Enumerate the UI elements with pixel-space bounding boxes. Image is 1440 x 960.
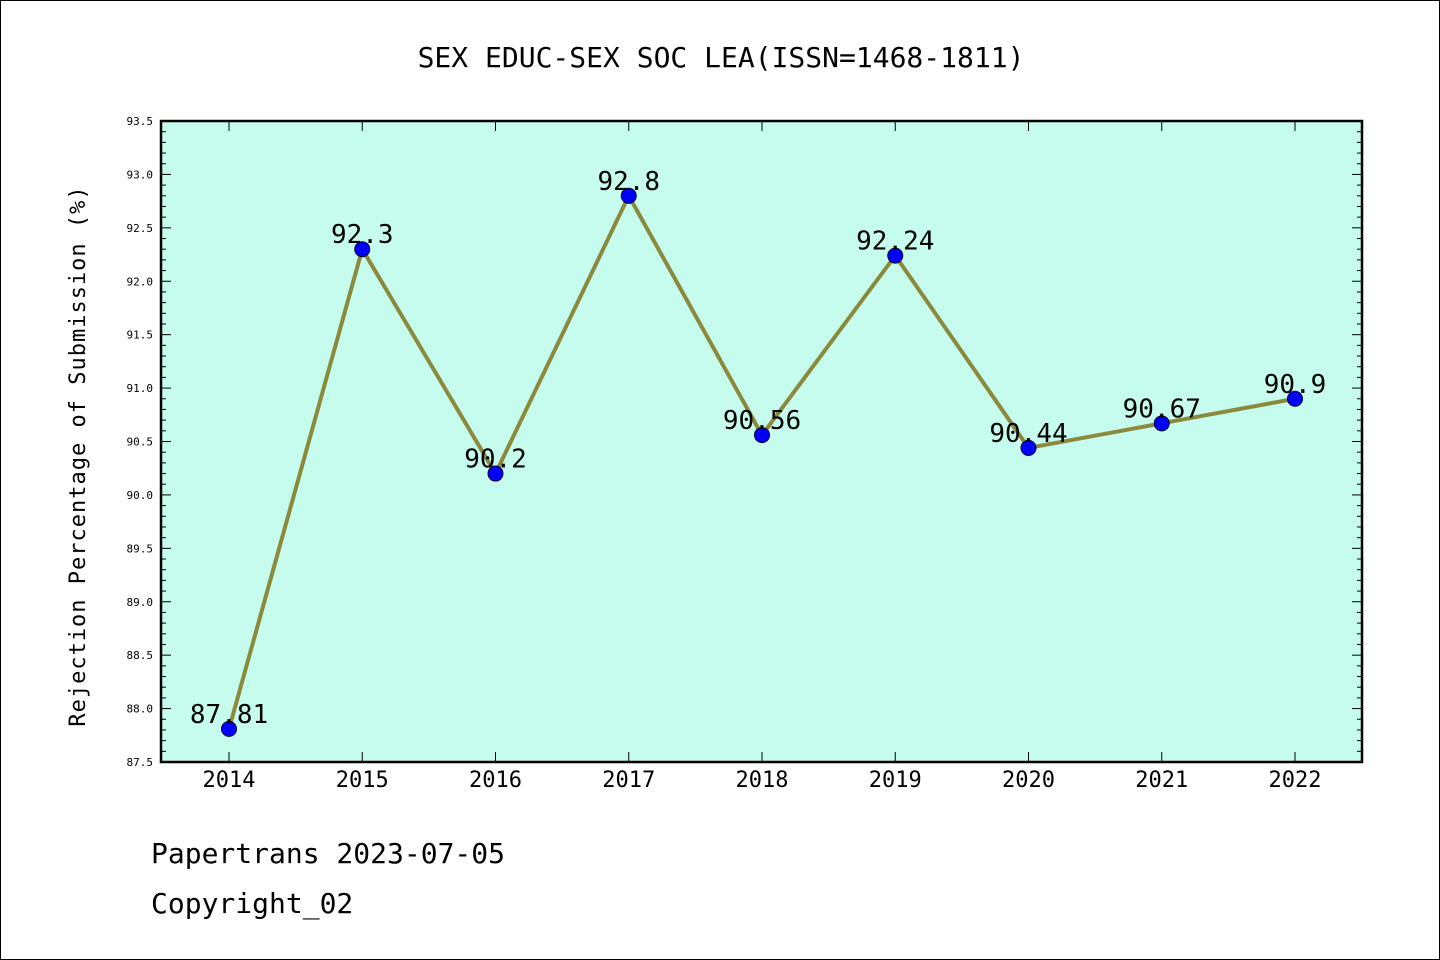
data-label: 90.2 — [464, 445, 527, 475]
data-label: 90.9 — [1264, 370, 1327, 400]
y-tick-label: 93.0 — [127, 168, 154, 181]
y-tick-label: 87.5 — [127, 756, 154, 769]
plot-border — [159, 119, 1364, 764]
x-tick-label: 2015 — [336, 768, 389, 793]
data-point — [1287, 390, 1303, 407]
data-point — [354, 241, 371, 258]
data-label: 87.81 — [190, 700, 268, 730]
data-point — [1020, 439, 1037, 456]
x-tick-label: 2021 — [1135, 768, 1188, 793]
data-point — [754, 427, 770, 444]
y-tick-label: 89.5 — [127, 542, 154, 555]
x-tick-label: 2022 — [1269, 768, 1322, 793]
x-tick-label: 2019 — [869, 768, 922, 793]
data-label: 90.56 — [723, 406, 801, 436]
x-tick-label: 2018 — [736, 768, 789, 793]
data-point — [887, 247, 904, 264]
y-tick-label: 90.5 — [127, 436, 154, 449]
footer-copyright: Copyright_02 — [151, 887, 354, 920]
y-tick-label: 88.5 — [127, 649, 154, 662]
x-axis: 2014 2015 2016 2017 2018 2019 2020 2021 2022 — [203, 121, 1322, 793]
data-labels: 87.81 92.3 90.2 92.8 90.56 92.24 90.44 90.67 90.… — [190, 167, 1326, 730]
data-point — [620, 187, 637, 204]
data-point — [487, 465, 504, 482]
x-tick-label: 2016 — [469, 768, 522, 793]
y-axis-label: Rejection Percentage of Submission (%) — [66, 185, 91, 726]
y-tick-label: 92.0 — [127, 275, 154, 288]
data-label: 92.24 — [856, 227, 934, 257]
x-tick-label: 2017 — [602, 768, 655, 793]
y-tick-label: 90.0 — [127, 489, 154, 502]
data-label: 92.8 — [597, 167, 660, 197]
x-tick-label: 2020 — [1002, 768, 1055, 793]
data-label: 90.67 — [1123, 394, 1201, 424]
y-tick-label: 91.0 — [127, 382, 154, 395]
x-tick-label: 2014 — [203, 768, 256, 793]
y-tick-label: 88.0 — [127, 703, 154, 716]
footer-date: Papertrans 2023-07-05 — [151, 837, 506, 870]
data-label: 90.44 — [989, 419, 1067, 449]
series — [221, 187, 1303, 737]
chart-title: SEX EDUC-SEX SOC LEA(ISSN=1468-1811) — [418, 41, 1025, 74]
data-point — [221, 720, 237, 737]
y-tick-label: 93.5 — [127, 115, 154, 128]
y-tick-label: 89.0 — [127, 596, 154, 609]
y-tick-label: 91.5 — [127, 329, 154, 342]
data-label: 92.3 — [331, 220, 394, 250]
data-point — [1153, 415, 1170, 432]
y-tick-label: 92.5 — [127, 222, 154, 235]
